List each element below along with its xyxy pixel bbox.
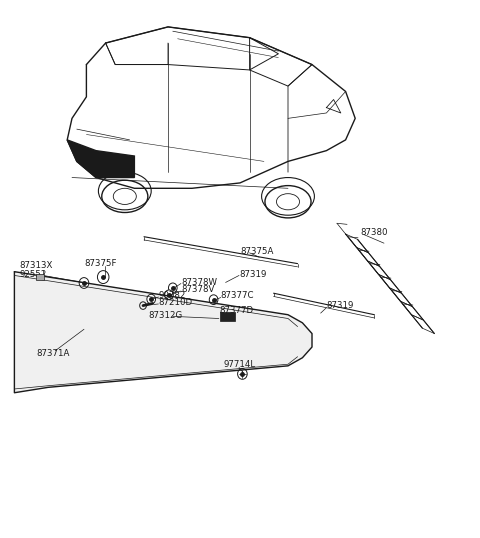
Circle shape — [165, 290, 173, 300]
Text: 92552: 92552 — [19, 270, 47, 279]
Circle shape — [209, 295, 218, 305]
Text: 87375F: 87375F — [84, 259, 117, 268]
Text: 97714L: 97714L — [223, 360, 255, 369]
Text: 87210D: 87210D — [158, 299, 192, 307]
Circle shape — [238, 369, 247, 379]
Text: 87319: 87319 — [239, 270, 266, 279]
Text: 87319: 87319 — [326, 301, 354, 310]
Polygon shape — [14, 272, 312, 393]
Text: 87375A: 87375A — [240, 247, 274, 256]
Text: 87312G: 87312G — [149, 312, 183, 320]
Text: 87371A: 87371A — [36, 349, 70, 358]
Circle shape — [97, 271, 109, 284]
Circle shape — [79, 278, 89, 288]
Text: 87377D: 87377D — [219, 307, 253, 315]
Text: 87378W: 87378W — [181, 278, 217, 287]
FancyBboxPatch shape — [220, 312, 235, 321]
FancyBboxPatch shape — [36, 274, 44, 280]
Text: 87377C: 87377C — [221, 292, 254, 300]
Text: 87313X: 87313X — [19, 261, 53, 270]
Text: 87380: 87380 — [360, 228, 387, 237]
Circle shape — [147, 294, 156, 304]
Polygon shape — [67, 140, 134, 178]
Circle shape — [168, 283, 177, 293]
Text: 90782: 90782 — [158, 291, 186, 300]
Text: 87378V: 87378V — [181, 286, 215, 294]
